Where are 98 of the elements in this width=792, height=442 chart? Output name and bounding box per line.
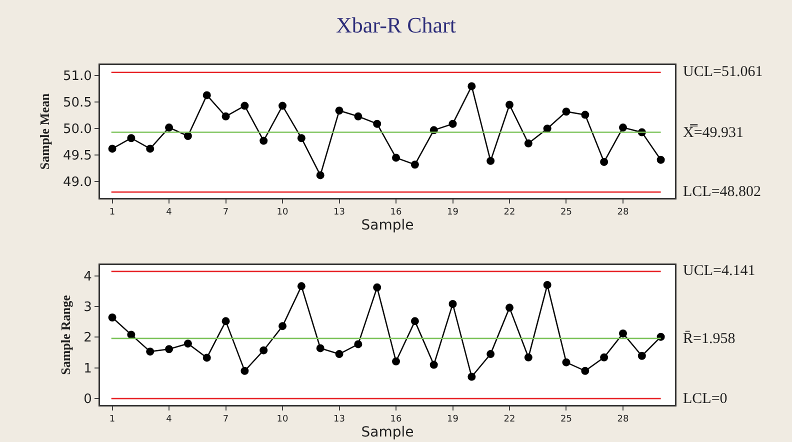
point <box>373 120 382 128</box>
x-tick-label: 16 <box>390 207 402 218</box>
x-tick-label: 22 <box>504 414 516 424</box>
y-tick-label: 49.5 <box>62 148 92 164</box>
point <box>524 353 532 362</box>
point <box>127 330 136 339</box>
point <box>543 280 552 289</box>
y-tick-label: 0 <box>84 392 92 408</box>
point <box>354 340 362 348</box>
point <box>562 108 570 116</box>
chart-title: Xbar-R Chart <box>336 12 456 38</box>
point <box>468 82 476 90</box>
point <box>600 353 608 362</box>
ref-line-label: LCL=48.802 <box>683 184 762 200</box>
point <box>335 106 344 115</box>
point <box>410 160 419 169</box>
point <box>297 282 306 290</box>
point <box>392 357 400 366</box>
point <box>297 134 306 142</box>
point <box>316 171 324 180</box>
y-tick-label: 2 <box>84 330 92 346</box>
point <box>108 144 116 153</box>
ref-line-label: LCL=0 <box>683 391 728 407</box>
point <box>581 110 590 119</box>
point <box>506 100 514 109</box>
point <box>260 346 268 354</box>
x-tick-label: 13 <box>334 414 345 424</box>
y-tick-label: 1 <box>84 361 92 376</box>
point <box>656 156 665 164</box>
x-tick-label: 4 <box>166 414 172 424</box>
y-tick-label: 50.0 <box>62 122 92 138</box>
y-axis-title: Sample Range <box>58 294 73 375</box>
ref-line-label: X̿=49.931 <box>683 124 744 141</box>
point <box>543 124 552 133</box>
x-tick-label: 10 <box>276 414 289 424</box>
point <box>165 345 174 354</box>
point <box>108 314 116 322</box>
point <box>222 317 230 326</box>
point <box>618 124 627 132</box>
x-tick-label: 25 <box>560 207 572 218</box>
point <box>278 102 287 110</box>
point <box>240 366 249 375</box>
x-tick-label: 16 <box>390 414 402 424</box>
y-tick-label: 3 <box>84 300 92 315</box>
x-tick-label: 1 <box>109 207 116 218</box>
point <box>486 156 495 165</box>
point <box>146 348 154 356</box>
x-tick-label: 7 <box>222 414 229 424</box>
point <box>260 136 268 145</box>
x-tick-label: 10 <box>276 207 289 218</box>
point <box>373 283 382 292</box>
point <box>410 317 419 326</box>
point <box>562 358 570 366</box>
x-tick-label: 13 <box>334 207 345 218</box>
point <box>240 102 249 110</box>
point <box>278 322 287 330</box>
point <box>146 144 154 153</box>
x-tick-label: 25 <box>560 414 572 424</box>
x-tick-label: 7 <box>222 207 229 218</box>
y-tick-label: 4 <box>84 269 92 284</box>
y-tick-label: 50.5 <box>62 96 92 111</box>
point <box>506 304 514 312</box>
ref-line-label: UCL=51.061 <box>683 64 763 80</box>
x-tick-label: 4 <box>166 207 172 218</box>
point <box>524 139 532 148</box>
point <box>165 124 174 132</box>
point <box>202 354 211 362</box>
point <box>486 350 495 358</box>
y-axis-title: Sample Mean <box>37 92 52 170</box>
x-tick-label: 19 <box>447 414 459 424</box>
x-axis-title: Sample <box>361 217 414 234</box>
point <box>618 329 627 338</box>
point <box>581 366 590 375</box>
point <box>184 132 192 140</box>
point <box>430 360 438 369</box>
point <box>600 158 608 166</box>
x-tick-label: 28 <box>617 207 629 218</box>
ref-line-label: UCL=4.141 <box>683 263 756 279</box>
point <box>354 112 362 120</box>
x-tick-label: 19 <box>447 207 459 218</box>
point <box>638 352 646 360</box>
point <box>202 91 211 100</box>
ref-line-label: R̄=1.958 <box>683 330 736 347</box>
point <box>184 340 192 348</box>
point <box>127 134 136 142</box>
x-tick-label: 1 <box>109 414 116 424</box>
point <box>222 112 230 120</box>
point <box>448 120 457 128</box>
x-tick-label: 22 <box>504 207 516 218</box>
y-tick-label: 49.0 <box>62 175 92 190</box>
point <box>392 154 400 162</box>
point <box>335 350 344 358</box>
x-axis-title: Sample <box>361 424 414 440</box>
y-tick-label: 51.0 <box>62 69 92 84</box>
point <box>468 372 476 381</box>
x-tick-label: 28 <box>617 414 629 424</box>
point <box>316 344 324 352</box>
point <box>448 300 457 308</box>
